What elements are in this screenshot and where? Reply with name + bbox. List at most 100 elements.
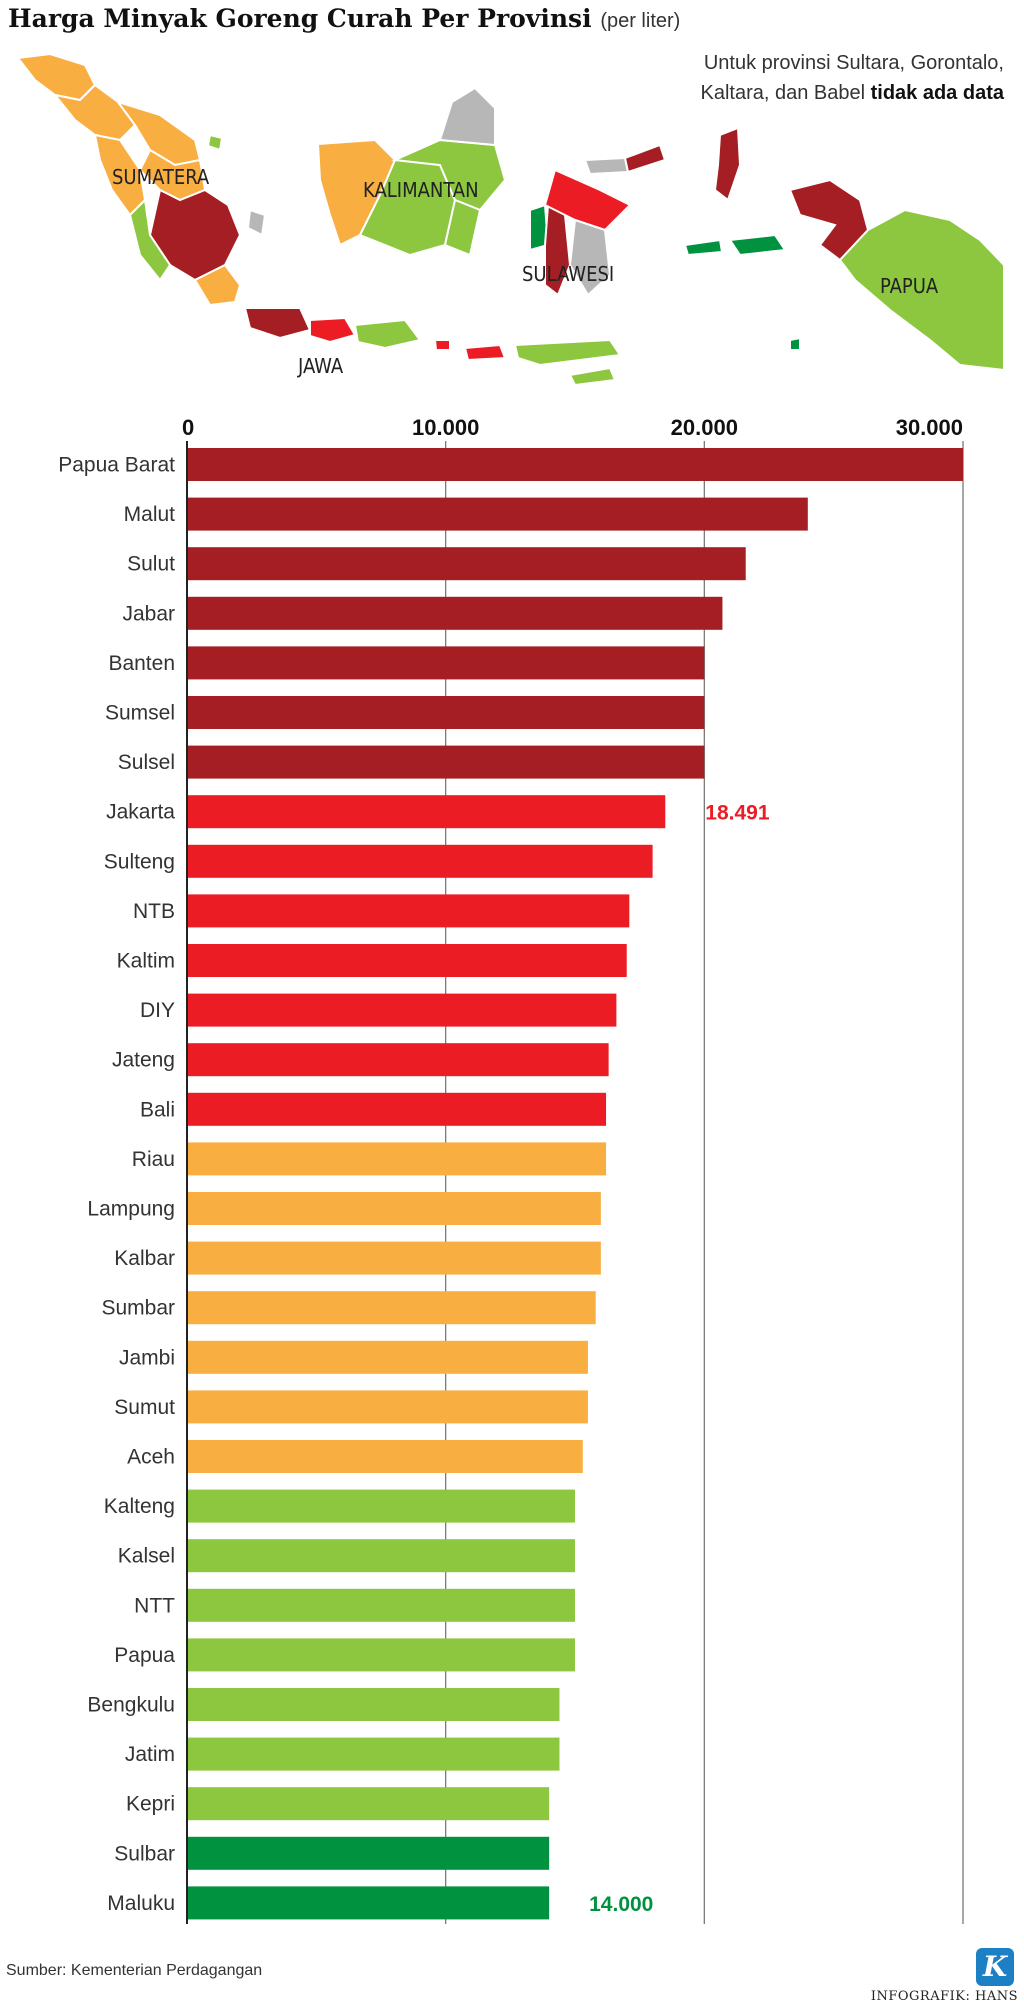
bar: [187, 1142, 607, 1176]
map-region-ntt: [513, 338, 622, 367]
bar: [187, 1737, 560, 1771]
category-label: Jatim: [125, 1743, 175, 1766]
x-tick-label: 10.000: [412, 415, 479, 440]
chart-title: Harga Minyak Goreng Curah Per Provinsi (…: [8, 4, 680, 33]
bar: [187, 944, 627, 977]
map-region-papua: [838, 208, 1005, 372]
bar: [187, 1440, 583, 1473]
map-label-jawa: JAWA: [297, 354, 344, 378]
map-region-sultra: [568, 218, 612, 297]
map-region-maluku-seram: [683, 238, 724, 257]
map-label-kalimantan: KALIMANTAN: [363, 178, 479, 202]
bar: [187, 993, 617, 1027]
category-label: Sulteng: [104, 850, 175, 873]
bars: [187, 448, 963, 1920]
title-text: Harga Minyak Goreng Curah Per Provinsi: [8, 4, 592, 33]
map-region-bengkulu: [128, 197, 172, 282]
category-label: Sulbar: [114, 1842, 175, 1865]
map-region-kepri: [206, 133, 224, 152]
bar: [187, 1688, 560, 1721]
map-region-babel: [246, 208, 267, 237]
map-region-gorontalo: [583, 156, 630, 176]
map-label-sumatera: SUMATERA: [112, 165, 210, 189]
source-note: Sumber: Kementerian Perdagangan: [6, 1962, 263, 1979]
bar: [187, 1390, 588, 1424]
note-bold: tidak ada data: [870, 82, 1004, 104]
category-label: Sumbar: [101, 1297, 175, 1320]
map-region-bali: [433, 339, 451, 351]
map-region-aceh: [16, 52, 97, 102]
category-label: Bengkulu: [87, 1694, 175, 1717]
bar-chart: 0 10.000 20.000 30.000 Papua Barat Malut Sulu…: [58, 415, 964, 1924]
category-label: Bali: [140, 1098, 175, 1121]
category-label: DIY: [140, 999, 175, 1022]
category-label: Sumsel: [105, 702, 175, 725]
map-region-maluku-south: [789, 336, 801, 351]
category-label: Aceh: [127, 1446, 175, 1469]
bar: [187, 596, 723, 630]
category-label: Papua Barat: [58, 454, 175, 477]
category-label: Kalteng: [104, 1495, 175, 1518]
bar: [187, 497, 808, 531]
category-label: Banten: [108, 652, 175, 675]
category-label: Riau: [132, 1148, 175, 1171]
map-region-ntb: [463, 343, 507, 362]
category-label: Kepri: [126, 1793, 175, 1816]
category-label: Kalsel: [118, 1545, 175, 1568]
bar: [187, 1539, 575, 1573]
bar: [187, 844, 653, 878]
category-label: NTT: [134, 1594, 175, 1617]
x-tick-label: 20.000: [671, 415, 738, 440]
bar: [187, 1787, 550, 1821]
map-region-lampung: [193, 263, 242, 307]
bar: [187, 1588, 575, 1622]
map-region-ntt-timor: [568, 366, 617, 387]
category-label: Sulut: [127, 553, 175, 576]
bar: [187, 1886, 550, 1920]
map-label-sulawesi: SULAWESI: [522, 262, 614, 286]
value-annotation: 18.491: [705, 802, 770, 825]
map-region-sulut: [623, 143, 667, 174]
category-label: NTB: [133, 900, 175, 923]
bar: [187, 1241, 601, 1275]
x-tick-label: 30.000: [896, 415, 963, 440]
bar: [187, 1043, 609, 1077]
x-tick-label: 0: [182, 415, 194, 440]
map-region-kaltara: [438, 86, 496, 147]
category-label: Jabar: [122, 602, 175, 625]
bar: [187, 1092, 607, 1126]
category-label: Lampung: [87, 1198, 175, 1221]
bar: [187, 1340, 588, 1374]
bar: [187, 448, 963, 481]
category-label: Kaltim: [117, 950, 175, 973]
note-line-1: Untuk provinsi Sultara, Gorontalo,: [703, 52, 1004, 74]
category-label: Papua: [114, 1644, 175, 1667]
bar: [187, 1489, 575, 1523]
bar: [187, 795, 666, 829]
map-region-malut: [713, 126, 742, 202]
annotations: 18.491 14.000: [589, 802, 770, 1916]
grid-lines: [445, 441, 964, 1924]
category-label: Kalbar: [114, 1247, 175, 1270]
map-region-sulteng: [543, 168, 632, 232]
bar: [187, 1836, 550, 1870]
category-label: Malut: [124, 503, 176, 526]
bar: [187, 1192, 601, 1225]
bar: [187, 1638, 575, 1672]
chart-subtitle: (per liter): [600, 10, 681, 32]
bar: [187, 1291, 596, 1325]
bar: [187, 696, 705, 729]
map-label-papua: PAPUA: [880, 274, 939, 298]
category-label: Sulsel: [118, 751, 175, 774]
value-annotation: 14.000: [589, 1893, 653, 1916]
category-labels: Papua Barat Malut Sulut Jabar Banten Sumsel Su…: [58, 454, 175, 1915]
map-region-maluku-buru: [728, 233, 787, 257]
bar: [187, 547, 746, 581]
category-label: Maluku: [107, 1892, 175, 1915]
bar: [187, 646, 705, 680]
map-region-kalsel: [443, 198, 482, 257]
bar: [187, 894, 630, 928]
category-label: Jateng: [112, 1049, 175, 1072]
category-label: Jakarta: [106, 801, 175, 824]
axis-ticks: 0 10.000 20.000 30.000: [182, 415, 963, 440]
